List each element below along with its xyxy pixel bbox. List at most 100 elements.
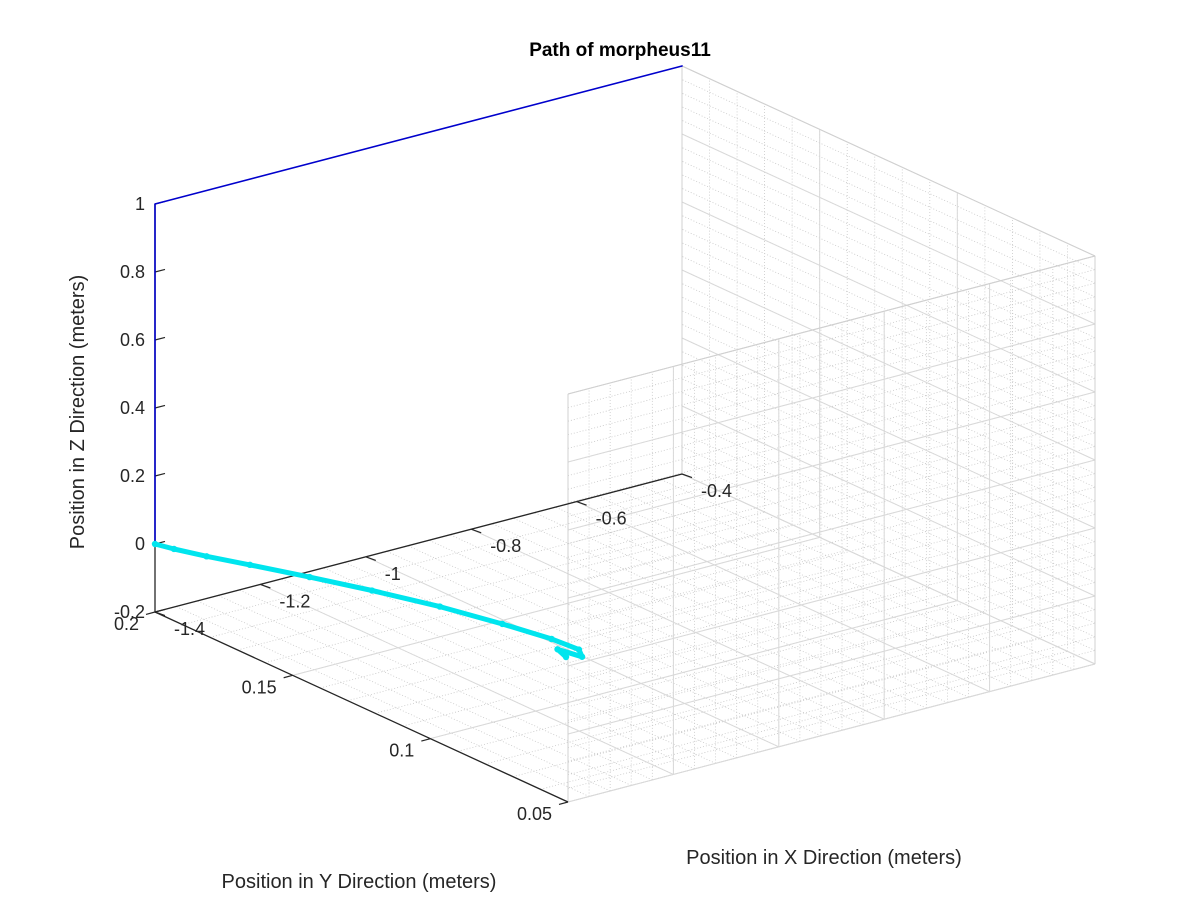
y-axis-label: Position in Y Direction (meters) bbox=[222, 871, 497, 893]
minor-grid-line-floor-y bbox=[457, 612, 985, 752]
major-grid-line-wall-z bbox=[681, 133, 1096, 325]
major-grid-line-wall-z bbox=[681, 201, 1096, 393]
minor-grid-line-floor-y bbox=[512, 638, 1041, 778]
minor-grid-line-wall-z bbox=[681, 283, 1096, 474]
major-grid-line-wall-z bbox=[681, 473, 1096, 665]
minor-grid-line-wall-z bbox=[681, 310, 1096, 502]
major-grid bbox=[154, 65, 1096, 803]
major-grid-line-wall-z bbox=[567, 391, 1096, 531]
minor-grid-line-wall-z bbox=[567, 378, 1096, 517]
minor-grid-line-wall-z bbox=[567, 364, 1096, 504]
major-grid-line-floor-x bbox=[470, 528, 885, 720]
x-tick-mark bbox=[681, 473, 693, 479]
minor-grid bbox=[154, 65, 1096, 803]
x-tick-label: -1 bbox=[385, 564, 401, 584]
x-tick-label: -0.4 bbox=[701, 481, 732, 501]
minor-grid-line-wall-z bbox=[567, 554, 1096, 694]
actual-path-point bbox=[306, 573, 313, 581]
minor-grid-line-floor-x bbox=[407, 545, 822, 737]
actual-path-line bbox=[152, 541, 585, 660]
x-axis-label: Position in X Direction (meters) bbox=[686, 847, 962, 869]
minor-grid-line-wall-z bbox=[567, 446, 1096, 585]
minor-grid-line-wall-z bbox=[681, 432, 1096, 624]
minor-grid-line-floor-x bbox=[386, 550, 801, 742]
major-grid-line-floor-x bbox=[576, 501, 990, 693]
minor-grid-line-floor-x bbox=[639, 484, 1054, 676]
minor-grid-line-wall-z bbox=[567, 636, 1096, 776]
z-tick-label: -0.2 bbox=[114, 602, 145, 622]
major-grid-line-floor-x bbox=[260, 583, 674, 775]
minor-grid-line-floor-x bbox=[555, 506, 969, 698]
y-tick-mark bbox=[145, 611, 156, 615]
z-tick-mark bbox=[154, 472, 166, 477]
minor-grid-line-wall-z bbox=[567, 337, 1096, 476]
x-tick-mark bbox=[154, 611, 166, 617]
x-tick-label: -0.6 bbox=[596, 509, 627, 529]
minor-grid-line-wall-z bbox=[567, 350, 1096, 490]
minor-grid-line-wall-z bbox=[567, 269, 1096, 408]
minor-grid-line-floor-x bbox=[513, 517, 927, 709]
minor-grid-line-wall-z bbox=[681, 106, 1096, 298]
y-tick-mark bbox=[558, 801, 569, 805]
x-axis-line bbox=[154, 473, 683, 613]
z-tick-label: 0.4 bbox=[120, 398, 145, 418]
minor-grid-line-floor-y bbox=[485, 625, 1013, 765]
y-tick-label: 0.15 bbox=[242, 677, 277, 697]
z-tick-label: 0.2 bbox=[120, 466, 145, 486]
y-tick-label: 0.1 bbox=[389, 741, 414, 761]
minor-grid-line-floor-y bbox=[209, 498, 738, 638]
x-tick-label: -1.2 bbox=[279, 591, 310, 611]
actual-path-point bbox=[575, 646, 583, 653]
actual-path-point bbox=[170, 545, 178, 553]
minor-grid-line-wall-z bbox=[567, 650, 1096, 789]
actual-path-point bbox=[548, 635, 555, 643]
y-tick-mark bbox=[421, 738, 431, 742]
x-tick-mark bbox=[365, 556, 377, 561]
x-tick-mark bbox=[470, 528, 482, 534]
x-tick-mark bbox=[576, 501, 587, 506]
minor-grid-line-floor-y bbox=[402, 587, 930, 727]
minor-grid-line-floor-y bbox=[347, 562, 875, 702]
minor-grid-line-floor-x bbox=[428, 539, 843, 731]
minor-grid-line-wall-z bbox=[681, 256, 1096, 447]
x-tick-label: -0.8 bbox=[490, 536, 521, 556]
minor-grid-line-wall-z bbox=[681, 120, 1096, 311]
y-tick-mark bbox=[283, 674, 293, 679]
minor-grid-line-wall-z bbox=[681, 296, 1096, 488]
minor-grid-line-wall-z bbox=[567, 486, 1096, 626]
actual-path-point bbox=[499, 620, 506, 628]
pane-edge bbox=[681, 65, 1096, 257]
minor-grid-line-wall-z bbox=[567, 622, 1096, 762]
major-grid-line-wall-z bbox=[681, 337, 1096, 529]
series-layer bbox=[151, 65, 683, 661]
major-grid-line-wall-z bbox=[567, 663, 1096, 803]
minor-grid-line-wall-z bbox=[681, 228, 1096, 420]
major-grid-line-wall-z bbox=[681, 405, 1096, 597]
minor-grid-line-floor-x bbox=[302, 572, 716, 764]
major-grid-line-wall-z bbox=[681, 269, 1096, 461]
major-grid-line-wall-z bbox=[567, 459, 1096, 599]
z-tick-label: 0.6 bbox=[120, 330, 145, 350]
tick-labels: -1.4-1.2-1-0.8-0.6-0.40.050.10.150.2-0.2… bbox=[114, 194, 732, 824]
minor-grid-line-wall-z bbox=[567, 296, 1096, 436]
minor-grid-line-floor-y bbox=[540, 650, 1068, 790]
minor-grid-line-floor-x bbox=[323, 567, 737, 759]
actual-path-point bbox=[436, 603, 444, 610]
minor-grid-line-floor-x bbox=[534, 512, 948, 704]
actual-path-point bbox=[578, 653, 586, 660]
z-axis-label: Position in Z Direction (meters) bbox=[67, 275, 89, 550]
minor-grid-line-wall-z bbox=[681, 92, 1096, 284]
y-tick-label: 0.05 bbox=[517, 804, 552, 824]
minor-grid-line-wall-z bbox=[681, 351, 1096, 542]
z-tick-mark bbox=[154, 336, 166, 341]
minor-grid-line-wall-z bbox=[681, 147, 1096, 338]
minor-grid-line-wall-z bbox=[567, 514, 1096, 653]
z-tick-label: 0.8 bbox=[120, 262, 145, 282]
minor-grid-line-floor-x bbox=[281, 578, 695, 770]
minor-grid-line-wall-z bbox=[681, 460, 1096, 651]
chart-title: Path of morpheus11 bbox=[529, 40, 711, 61]
major-grid-line-wall-z bbox=[567, 595, 1096, 735]
minor-grid-line-floor-x bbox=[196, 600, 611, 792]
minor-grid-line-floor-x bbox=[618, 490, 1032, 681]
